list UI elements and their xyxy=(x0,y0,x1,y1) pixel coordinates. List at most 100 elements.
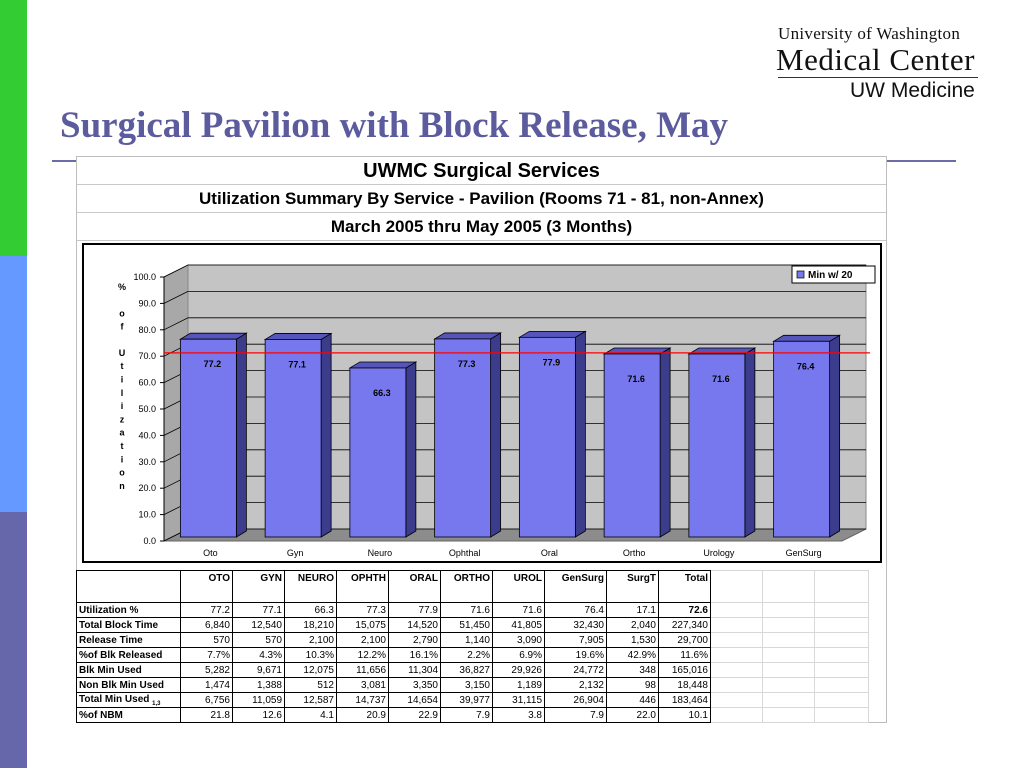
bar-top xyxy=(348,361,418,369)
bar xyxy=(179,338,237,538)
table-cell: 183,464 xyxy=(658,692,711,708)
table-cell: 29,700 xyxy=(658,632,711,648)
report-subtitle: Utilization Summary By Service - Pavilio… xyxy=(77,185,886,213)
row-label: Total Min Used 1,3 xyxy=(76,692,181,708)
empty-cell xyxy=(814,647,869,663)
table-cell: 77.3 xyxy=(336,602,389,618)
y-tick-label: 10.0 xyxy=(138,510,156,520)
utilization-chart-svg: 0.0 10.0 20.0 30.0 40.0 50.0 60.0 70.0 80.0 90.0 1… xyxy=(118,264,876,558)
table-cell: 11.6% xyxy=(658,647,711,663)
table-cell: 16.1% xyxy=(388,647,441,663)
table-cell: 14,520 xyxy=(388,617,441,633)
table-cell: 570 xyxy=(232,632,285,648)
report-title: UWMC Surgical Services xyxy=(77,157,886,185)
table-cell: 14,654 xyxy=(388,692,441,708)
y-tick-label: 60.0 xyxy=(138,378,156,388)
y-axis-label-letter: a xyxy=(119,428,125,438)
table-cell: 77.2 xyxy=(180,602,233,618)
bar-side xyxy=(405,361,417,538)
y-axis-label-letter: l xyxy=(121,388,124,398)
side-bar-blue-block xyxy=(0,256,27,512)
table-cell: 4.1 xyxy=(284,707,337,723)
table-cell: 10.1 xyxy=(658,707,711,723)
bar-data-label: 66.3 xyxy=(373,388,391,398)
table-row: Blk Min Used 5,282 9,671 12,075 11,656 11,304… xyxy=(76,662,869,678)
table-row: Total Min Used 1,3 6,756 11,059 12,587 14,73… xyxy=(76,692,869,708)
table-cell: 19.6% xyxy=(544,647,607,663)
table-cell: 7.9 xyxy=(544,707,607,723)
table-cell: 71.6 xyxy=(440,602,493,618)
table-cell: 446 xyxy=(606,692,659,708)
table-column-header: GenSurg xyxy=(544,570,607,603)
table-header-row: OTO GYN NEURO OPHTH ORAL ORTHO UROL GenSurg Surg… xyxy=(76,570,869,603)
gridline xyxy=(163,317,866,331)
y-axis-label-letter: % xyxy=(118,282,126,292)
empty-cell xyxy=(710,692,763,708)
table-cell: 1,474 xyxy=(180,677,233,693)
y-axis-label-letter: i xyxy=(121,401,124,411)
bar-data-label: 77.9 xyxy=(543,357,561,367)
table-column-header xyxy=(76,570,181,603)
table-cell: 42.9% xyxy=(606,647,659,663)
table-cell: 29,926 xyxy=(492,662,545,678)
empty-cell xyxy=(814,617,869,633)
bar-data-label: 77.3 xyxy=(458,359,476,369)
empty-cell xyxy=(710,677,763,693)
table-cell: 22.0 xyxy=(606,707,659,723)
bar-data-label: 71.6 xyxy=(712,374,730,384)
table-cell: 12.2% xyxy=(336,647,389,663)
table-cell: 11,656 xyxy=(336,662,389,678)
table-cell: 17.1 xyxy=(606,602,659,618)
table-cell: 12,540 xyxy=(232,617,285,633)
table-cell: 3,090 xyxy=(492,632,545,648)
empty-cell xyxy=(762,662,815,678)
bar-data-label: 76.4 xyxy=(797,361,815,371)
empty-cell xyxy=(710,647,763,663)
x-tick-label: GenSurg xyxy=(786,548,822,558)
empty-cell xyxy=(710,617,763,633)
y-tick-label: 20.0 xyxy=(138,483,156,493)
bar-side xyxy=(744,347,756,538)
table-cell: 512 xyxy=(284,677,337,693)
bar-top xyxy=(517,330,587,338)
empty-cell xyxy=(710,570,763,603)
empty-cell xyxy=(762,692,815,708)
table-cell: 32,430 xyxy=(544,617,607,633)
bar-side xyxy=(659,347,671,538)
table-cell: 2.2% xyxy=(440,647,493,663)
bar xyxy=(349,367,407,538)
bar xyxy=(688,353,746,538)
table-cell: 2,100 xyxy=(284,632,337,648)
y-tick-label: 50.0 xyxy=(138,404,156,414)
table-cell: 3,150 xyxy=(440,677,493,693)
table-cell: 2,132 xyxy=(544,677,607,693)
table-cell: 570 xyxy=(180,632,233,648)
table-cell: 76.4 xyxy=(544,602,607,618)
empty-cell xyxy=(710,632,763,648)
row-label: %of Blk Released xyxy=(76,647,181,663)
row-label: Blk Min Used xyxy=(76,662,181,678)
y-tick-label: 70.0 xyxy=(138,351,156,361)
logo-divider xyxy=(778,77,978,78)
empty-cell xyxy=(762,570,815,603)
chart-legend: Min w/ 20 xyxy=(791,265,876,284)
table-cell: 20.9 xyxy=(336,707,389,723)
table-cell: 1,140 xyxy=(440,632,493,648)
y-tick-label: 100.0 xyxy=(133,272,156,282)
empty-cell xyxy=(814,677,869,693)
table-cell: 71.6 xyxy=(492,602,545,618)
logo-line-medical-center: Medical Center xyxy=(776,42,975,77)
bar xyxy=(434,338,492,538)
bar-side xyxy=(829,334,841,538)
bar-top xyxy=(433,332,503,340)
empty-cell xyxy=(814,570,869,603)
table-cell: 41,805 xyxy=(492,617,545,633)
table-cell: 6.9% xyxy=(492,647,545,663)
bar-data-label: 71.6 xyxy=(627,374,645,384)
table-cell: 77.1 xyxy=(232,602,285,618)
bar-top xyxy=(263,333,333,340)
table-cell: 5,282 xyxy=(180,662,233,678)
table-column-header: OPHTH xyxy=(336,570,389,603)
bar xyxy=(264,339,322,538)
row-label: Release Time xyxy=(76,632,181,648)
